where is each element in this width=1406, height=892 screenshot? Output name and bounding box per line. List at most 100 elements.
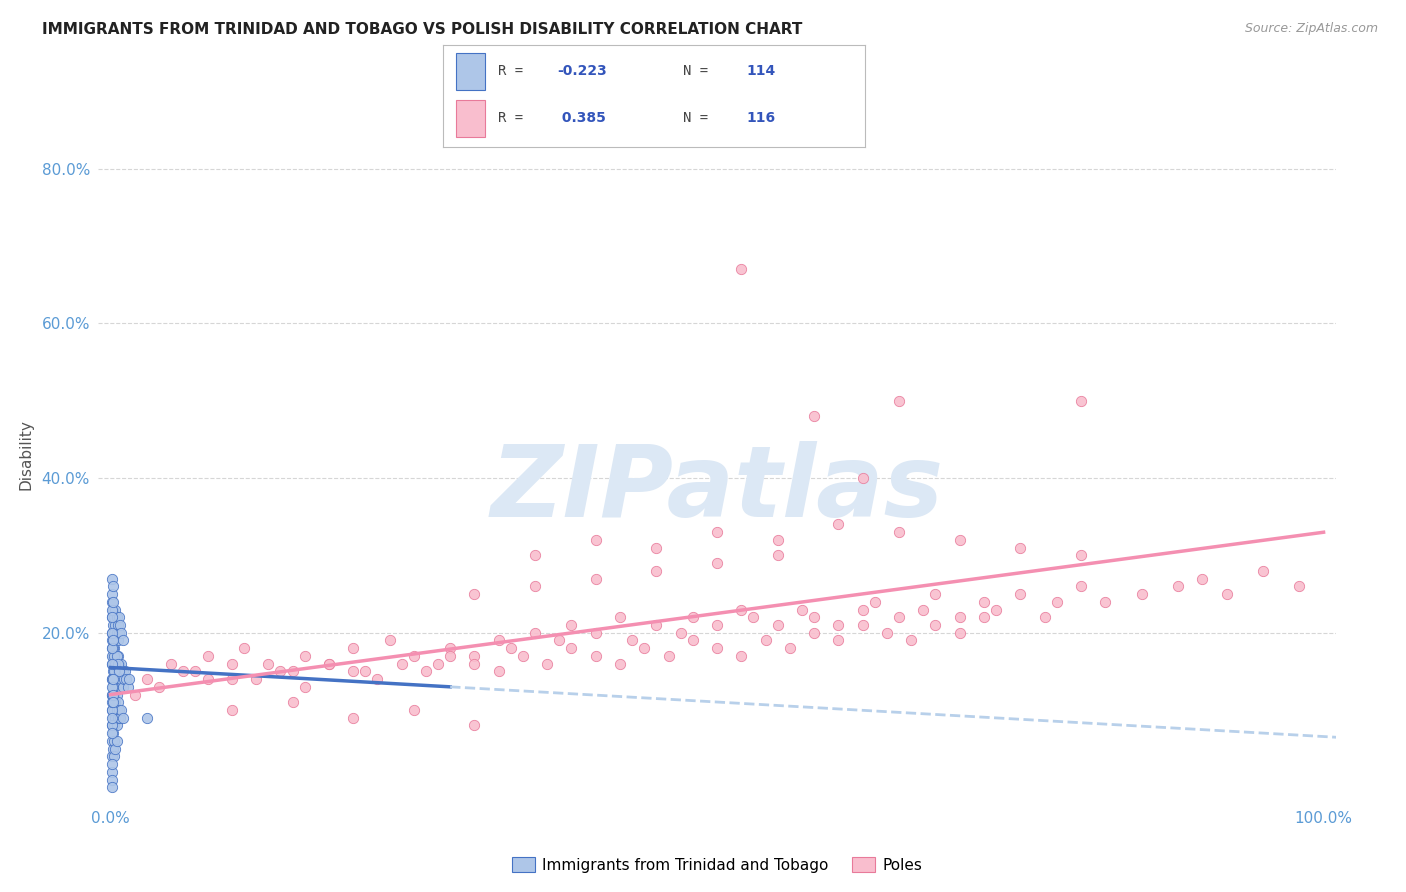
Point bbox=[101, 680, 124, 694]
Point bbox=[107, 618, 129, 632]
Point bbox=[100, 641, 122, 656]
Point bbox=[852, 602, 875, 616]
Point bbox=[103, 625, 125, 640]
Point bbox=[105, 672, 128, 686]
Point bbox=[730, 602, 752, 616]
Point bbox=[730, 648, 752, 663]
Point bbox=[1167, 579, 1189, 593]
Point bbox=[100, 711, 122, 725]
Point bbox=[499, 641, 522, 656]
Point bbox=[402, 703, 425, 717]
Point bbox=[197, 672, 219, 686]
Point bbox=[779, 641, 801, 656]
Point bbox=[463, 718, 485, 732]
Point bbox=[706, 525, 728, 540]
Point bbox=[107, 648, 129, 663]
Point bbox=[706, 556, 728, 570]
Point bbox=[103, 718, 125, 732]
Point bbox=[887, 525, 910, 540]
Point bbox=[112, 672, 135, 686]
Text: -0.223: -0.223 bbox=[557, 64, 606, 78]
Point bbox=[1215, 587, 1237, 601]
Point bbox=[391, 657, 413, 671]
Point bbox=[100, 695, 122, 709]
Point bbox=[100, 688, 122, 702]
Point bbox=[100, 587, 122, 601]
Point bbox=[107, 665, 129, 679]
Point bbox=[585, 625, 607, 640]
Point bbox=[463, 657, 485, 671]
Point bbox=[103, 610, 125, 624]
Text: 0.385: 0.385 bbox=[557, 112, 606, 126]
Point bbox=[924, 618, 946, 632]
Point bbox=[110, 625, 132, 640]
Point bbox=[100, 641, 122, 656]
Point bbox=[111, 680, 134, 694]
Point bbox=[100, 602, 122, 616]
Point bbox=[803, 409, 825, 424]
Point bbox=[1010, 587, 1032, 601]
Point bbox=[108, 657, 131, 671]
Point bbox=[512, 648, 534, 663]
Point bbox=[378, 633, 401, 648]
Point bbox=[103, 734, 125, 748]
Point bbox=[1033, 610, 1056, 624]
Point bbox=[103, 648, 125, 663]
Point bbox=[184, 665, 207, 679]
Point bbox=[560, 641, 582, 656]
Point bbox=[100, 718, 122, 732]
Point bbox=[103, 672, 125, 686]
Point bbox=[104, 680, 127, 694]
Point bbox=[1191, 572, 1213, 586]
Point bbox=[1094, 595, 1116, 609]
Point bbox=[585, 648, 607, 663]
Point bbox=[105, 688, 128, 702]
Point bbox=[706, 641, 728, 656]
Point bbox=[100, 625, 122, 640]
Point bbox=[101, 726, 124, 740]
Point bbox=[1070, 393, 1092, 408]
Point bbox=[100, 633, 122, 648]
Point bbox=[1046, 595, 1069, 609]
Point bbox=[101, 680, 124, 694]
Point bbox=[101, 579, 124, 593]
Point bbox=[245, 672, 267, 686]
Point bbox=[827, 618, 849, 632]
Point bbox=[524, 579, 547, 593]
Point bbox=[101, 711, 124, 725]
Point bbox=[281, 665, 304, 679]
Point bbox=[488, 633, 510, 648]
Point bbox=[706, 618, 728, 632]
Point bbox=[101, 595, 124, 609]
Point bbox=[103, 749, 125, 764]
Point bbox=[827, 517, 849, 532]
Point bbox=[536, 657, 558, 671]
Point bbox=[105, 718, 128, 732]
Point bbox=[101, 641, 124, 656]
Point bbox=[110, 703, 132, 717]
Point bbox=[100, 672, 122, 686]
Point bbox=[1251, 564, 1274, 578]
Point bbox=[221, 672, 243, 686]
Point bbox=[488, 665, 510, 679]
Point bbox=[742, 610, 765, 624]
Point bbox=[101, 672, 124, 686]
Point bbox=[524, 625, 547, 640]
Point bbox=[101, 633, 124, 648]
Bar bbox=[456, 100, 485, 137]
Point bbox=[110, 657, 132, 671]
Point bbox=[233, 641, 256, 656]
Point bbox=[221, 703, 243, 717]
Point bbox=[101, 688, 124, 702]
Point bbox=[294, 680, 316, 694]
Point bbox=[103, 688, 125, 702]
Point bbox=[110, 672, 132, 686]
Point bbox=[100, 703, 122, 717]
Point bbox=[101, 648, 124, 663]
Point bbox=[100, 749, 122, 764]
Point bbox=[318, 657, 340, 671]
Point bbox=[100, 718, 122, 732]
Point bbox=[105, 625, 128, 640]
Point bbox=[100, 572, 122, 586]
Point bbox=[100, 610, 122, 624]
